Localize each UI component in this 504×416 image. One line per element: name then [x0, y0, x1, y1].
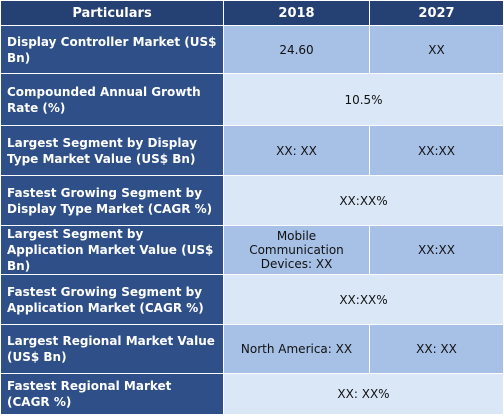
value-2027: XX: [370, 26, 503, 74]
row-label: Largest Segment by Application Market Va…: [1, 226, 224, 275]
value-2027: XX:XX: [370, 226, 503, 275]
value-2018: North America: XX: [224, 325, 370, 374]
table-row: Largest Segment by Display Type Market V…: [1, 126, 503, 176]
value-2027: XX:XX: [370, 126, 503, 176]
row-label: Compounded Annual Growth Rate (%): [1, 74, 224, 126]
header-2018: 2018: [224, 1, 370, 26]
row-label: Largest Segment by Display Type Market V…: [1, 126, 224, 176]
table-row: Largest Segment by Application Market Va…: [1, 226, 503, 275]
table-row: Fastest Growing Segment by Application M…: [1, 275, 503, 325]
header-particulars: Particulars: [1, 1, 224, 26]
row-label: Display Controller Market (US$ Bn): [1, 26, 224, 74]
row-label: Fastest Growing Segment by Application M…: [1, 275, 224, 325]
value-merged: 10.5%: [224, 74, 503, 126]
value-merged: XX:XX%: [224, 176, 503, 226]
value-merged: XX: XX%: [224, 374, 503, 414]
table-header-row: Particulars 2018 2027: [1, 1, 503, 26]
value-2018: Mobile Communication Devices: XX: [224, 226, 370, 275]
row-label: Fastest Growing Segment by Display Type …: [1, 176, 224, 226]
table-row: Compounded Annual Growth Rate (%) 10.5%: [1, 74, 503, 126]
value-2027: XX: XX: [370, 325, 503, 374]
table-row: Largest Regional Market Value (US$ Bn) N…: [1, 325, 503, 374]
table-row: Fastest Growing Segment by Display Type …: [1, 176, 503, 226]
value-2018: XX: XX: [224, 126, 370, 176]
value-merged: XX:XX%: [224, 275, 503, 325]
value-2018: 24.60: [224, 26, 370, 74]
header-2027: 2027: [370, 1, 503, 26]
table-row: Display Controller Market (US$ Bn) 24.60…: [1, 26, 503, 74]
table-row: Fastest Regional Market (CAGR %) XX: XX%: [1, 374, 503, 414]
row-label: Fastest Regional Market (CAGR %): [1, 374, 224, 414]
row-label: Largest Regional Market Value (US$ Bn): [1, 325, 224, 374]
